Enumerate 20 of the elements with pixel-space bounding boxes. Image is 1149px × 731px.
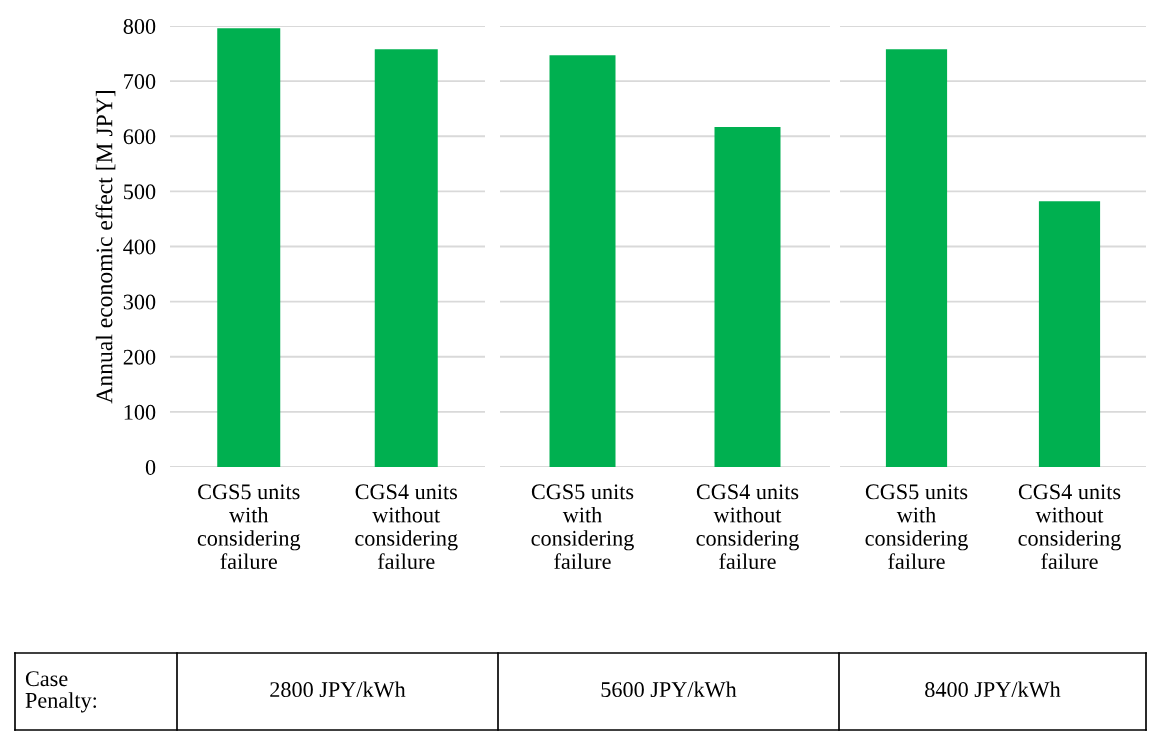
x-tick-label: CGS5 units with considering failure [197,484,301,570]
text: 5600 JPY/kWh [601,681,737,698]
text: 2800 JPY/kWh [270,681,406,698]
y-tick-label: 800 [123,18,156,34]
x-tick-label: CGS5 units with considering failure [865,484,968,570]
y-tick-label: 500 [124,184,156,200]
x-tick-label: CGS5 units with considering failure [531,484,634,570]
x-tick-label: CGS4 units without considering failure [696,484,799,570]
y-tick-label: 700 [124,74,156,90]
y-tick-label: 200 [123,349,156,365]
y-tick-label: 400 [123,239,156,255]
text: Case Penalty: [25,671,97,713]
y-tick-label: 0 [145,459,156,475]
y-tick-label: 300 [123,294,156,310]
y-tick-label: 600 [123,129,156,145]
y-tick-label: 100 [124,404,156,420]
y-axis-title: Annual economic effect [M JPY] [95,91,116,404]
x-tick-label: CGS4 units without considering failure [355,484,458,570]
text: 8400 JPY/kWh [925,681,1061,698]
x-tick-label: CGS4 units without considering failure [1018,484,1121,570]
